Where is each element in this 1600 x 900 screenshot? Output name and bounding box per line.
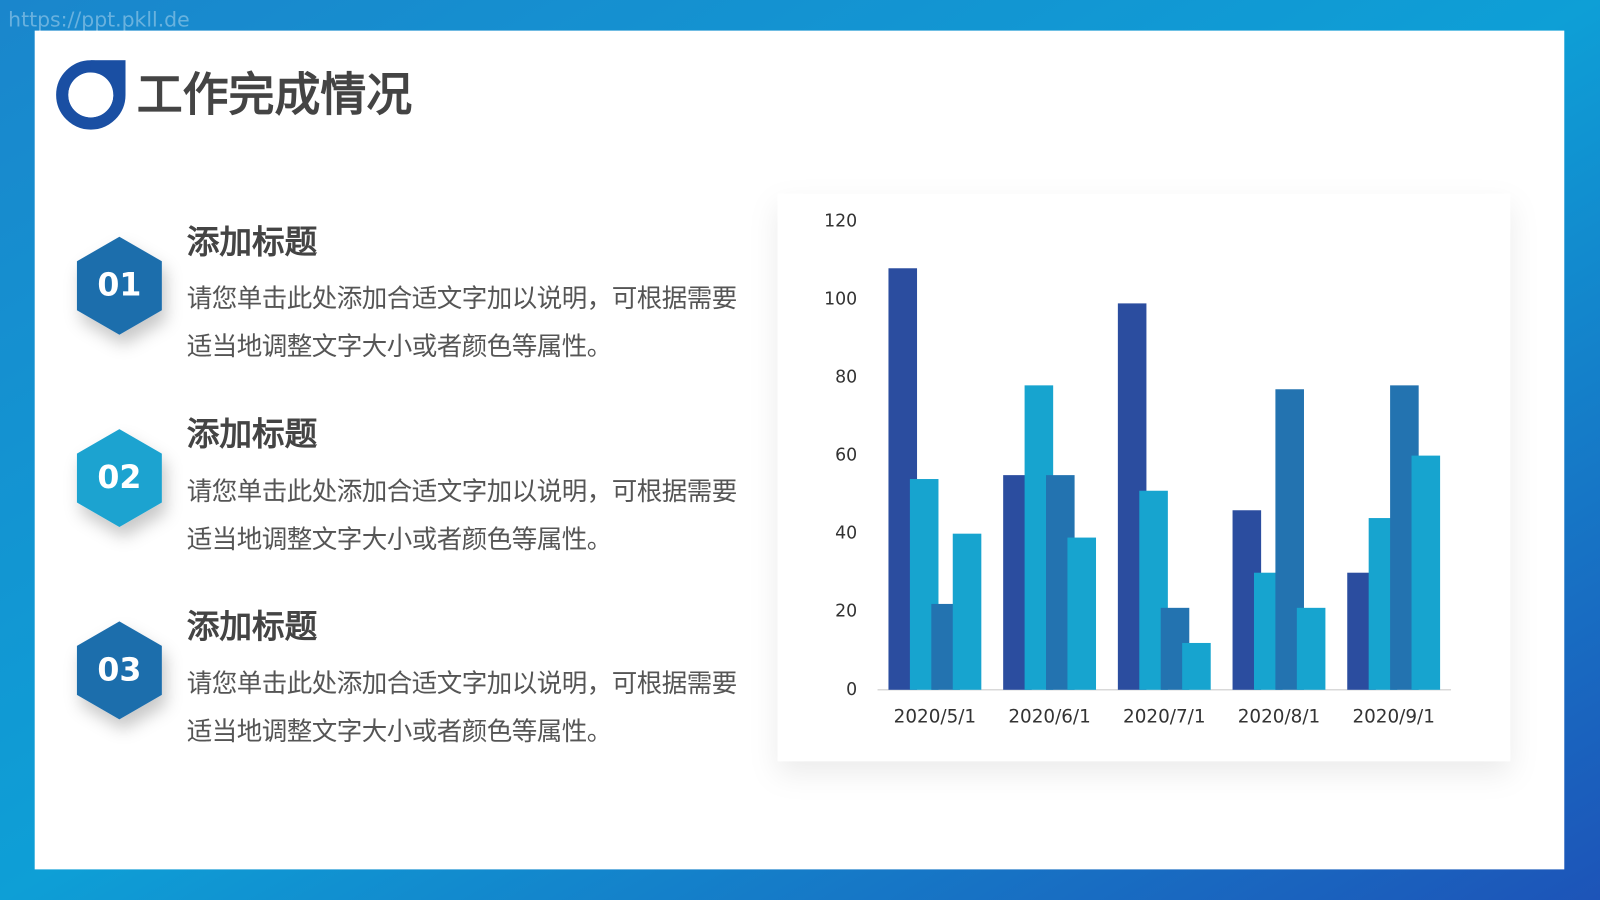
x-tick-label: 2020/5/1 (894, 706, 976, 727)
y-tick-label: 100 (824, 289, 857, 309)
item-heading: 添加标题 (187, 415, 318, 453)
bar (1182, 642, 1211, 690)
x-tick-label: 2020/9/1 (1352, 706, 1434, 727)
hexagon (76, 621, 162, 720)
watermark: https://ppt.pkll.de (8, 7, 190, 31)
bar (1067, 537, 1097, 690)
y-tick-label: 0 (846, 680, 857, 700)
item-text: 请您单击此处添加合适文字加以说明，可根据需要适当地调整文字大小或者颜色等属性。 (186, 476, 738, 554)
item-number: 01 (97, 268, 141, 304)
item-text: 请您单击此处添加合适文字加以说明，可根据需要适当地调整文字大小或者颜色等属性。 (186, 283, 738, 362)
icon-hole (68, 72, 114, 118)
x-tick-label: 2020/6/1 (1008, 706, 1090, 727)
hexagon (76, 429, 162, 528)
hexagon (76, 236, 162, 335)
item-body: 请您单击此处添加合适文字加以说明，可根据需要适当地调整文字大小或者颜色等属性。 (186, 668, 738, 746)
y-tick-label: 120 (824, 211, 857, 231)
item-heading: 添加标题 (187, 223, 318, 261)
bar (952, 533, 982, 690)
bar (1296, 607, 1326, 690)
bar (1411, 455, 1441, 690)
slide-title: 工作完成情况 (137, 67, 413, 121)
item-text: 请您单击此处添加合适文字加以说明，可根据需要适当地调整文字大小或者颜色等属性。 (186, 668, 738, 746)
y-tick-label: 80 (835, 368, 857, 388)
y-tick-label: 40 (835, 524, 857, 544)
item-body: 请您单击此处添加合适文字加以说明，可根据需要适当地调整文字大小或者颜色等属性。 (186, 476, 738, 554)
item-number: 02 (97, 460, 141, 496)
y-tick-label: 20 (835, 602, 857, 622)
item-body: 请您单击此处添加合适文字加以说明，可根据需要适当地调整文字大小或者颜色等属性。 (186, 283, 738, 362)
y-tick-label: 60 (835, 446, 857, 466)
x-tick-label: 2020/7/1 (1123, 706, 1205, 727)
item-number: 03 (97, 652, 141, 688)
title-icon (56, 60, 126, 130)
item-heading: 添加标题 (187, 608, 318, 646)
x-tick-label: 2020/8/1 (1238, 706, 1320, 727)
